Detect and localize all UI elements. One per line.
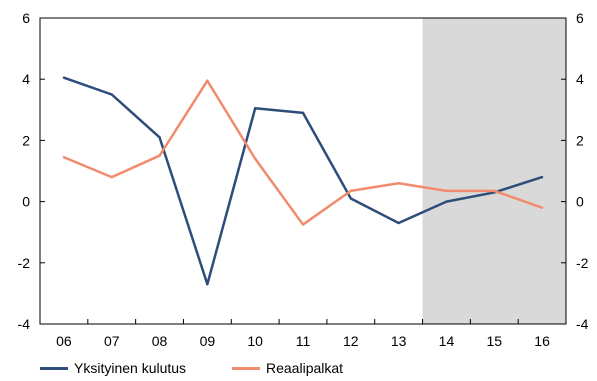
x-tick-label: 14 (439, 333, 455, 349)
forecast-shaded-area (422, 18, 566, 324)
y-tick-label-right: 6 (576, 10, 584, 26)
data-point-series-2 (62, 156, 66, 159)
data-point-series-2 (110, 175, 113, 179)
data-point-series-2 (493, 189, 496, 193)
data-point-series-2 (158, 154, 161, 157)
x-tick-label: 12 (343, 333, 359, 349)
x-tick-label: 15 (486, 333, 502, 349)
data-point-series-2 (540, 206, 544, 209)
legend-swatch-series-1 (40, 366, 68, 370)
data-point-series-1 (158, 136, 161, 139)
legend-item-series-1: Yksityinen kulutus (40, 356, 186, 380)
legend-label-series-2: Reaalipalkat (266, 360, 344, 376)
y-tick-label-left: -2 (18, 255, 31, 271)
legend: Yksityinen kulutus Reaalipalkat (0, 356, 597, 380)
y-tick-label-left: 4 (22, 71, 30, 87)
x-tick-label: 13 (391, 333, 407, 349)
y-tick-label-right: 4 (576, 71, 584, 87)
data-point-series-1 (301, 111, 305, 115)
data-point-series-1 (349, 197, 353, 200)
x-tick-label: 06 (56, 333, 72, 349)
x-tick-label: 11 (296, 333, 311, 349)
data-point-series-1 (445, 200, 448, 203)
data-point-series-1 (540, 175, 544, 179)
legend-swatch-series-2 (232, 366, 260, 370)
data-point-series-2 (301, 223, 305, 226)
x-tick-label: 07 (104, 333, 120, 349)
y-tick-label-left: 2 (22, 132, 30, 148)
data-point-series-1 (206, 283, 209, 286)
legend-item-series-2: Reaalipalkat (232, 356, 343, 380)
data-point-series-2 (445, 189, 448, 193)
x-tick-label: 09 (200, 333, 216, 349)
plot-frame (39, 17, 567, 325)
data-point-series-1 (397, 221, 400, 225)
data-point-series-2 (253, 157, 257, 160)
x-tick-label: 16 (534, 333, 550, 349)
data-point-series-2 (397, 182, 400, 185)
y-tick-label-right: 2 (576, 132, 584, 148)
data-point-series-1 (253, 107, 257, 110)
legend-label-series-1: Yksityinen kulutus (74, 360, 187, 376)
data-point-series-1 (62, 76, 66, 79)
y-tick-label-left: -4 (18, 316, 31, 332)
x-tick-label: 08 (152, 333, 168, 349)
y-tick-label-right: -2 (576, 255, 589, 271)
y-tick-label-right: -4 (576, 316, 589, 332)
x-tick-label: 10 (247, 333, 263, 349)
line-chart: 6 4 2 0 -2 -4 6 4 2 0 -2 -4 06 07 08 09 10 11 12 13 14 15 16 (18, 10, 589, 349)
data-point-series-2 (349, 189, 353, 193)
y-tick-label-right: 0 (576, 194, 584, 210)
y-tick-label-left: 6 (22, 10, 30, 26)
y-tick-label-left: 0 (22, 194, 30, 210)
data-point-series-2 (206, 79, 209, 82)
data-point-series-1 (110, 93, 113, 96)
